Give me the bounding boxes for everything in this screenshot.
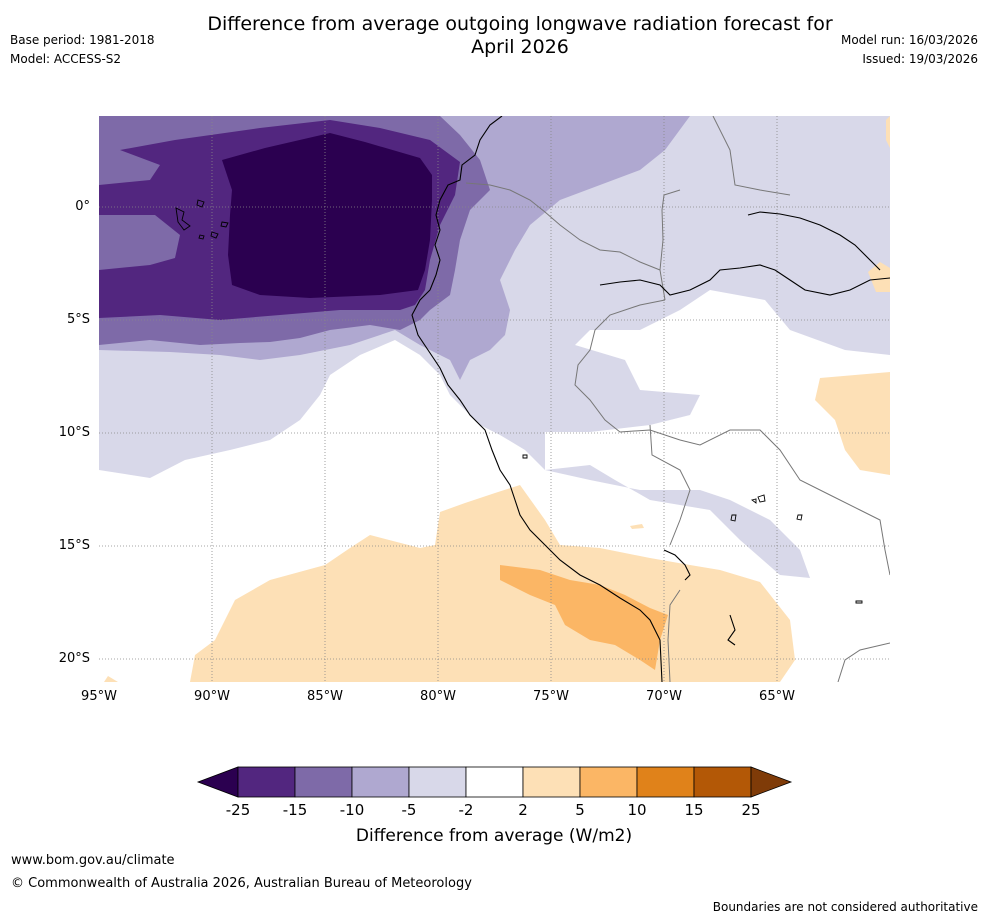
lon-label-75w: 75°W <box>533 689 569 704</box>
lon-label-70w: 70°W <box>646 689 682 704</box>
colorbar-swatch-p10-p15 <box>636 766 695 798</box>
colorbar-tick: 5 <box>575 801 585 819</box>
colorbar-tick: -10 <box>339 801 365 819</box>
map-title: Difference from average outgoing longwav… <box>120 13 920 59</box>
footer-url: www.bom.gov.au/climate <box>11 853 175 868</box>
model-name: Model: ACCESS-S2 <box>10 52 122 66</box>
colorbar-tick: -25 <box>225 801 251 819</box>
contour-p2-p5-ne2 <box>886 116 890 148</box>
graticule <box>99 116 890 682</box>
colorbar-label: Difference from average (W/m2) <box>355 826 633 846</box>
islands <box>175 199 863 604</box>
lat-label-20s: 20°S <box>58 651 90 666</box>
lon-label-80w: 80°W <box>420 689 456 704</box>
issued-date: Issued: 19/03/2026 <box>862 52 978 66</box>
colorbar-swatch-m2-p2 <box>465 766 524 798</box>
lat-label-15s: 15°S <box>58 538 90 553</box>
model-run: Model run: 16/03/2026 <box>840 33 978 47</box>
lat-label-0: 0° <box>75 199 90 214</box>
colorbar <box>196 766 793 798</box>
colorbar-swatch-p15-p25 <box>693 766 752 798</box>
colorbar-swatch-gt-p25 <box>750 766 793 798</box>
lon-label-90w: 90°W <box>194 689 230 704</box>
colorbar-tick: 2 <box>518 801 528 819</box>
colorbar-swatch-m15-m10 <box>294 766 353 798</box>
contour-p2-p5-ne <box>868 262 890 292</box>
lat-label-5s: 5°S <box>66 312 90 327</box>
colorbar-swatch-lt-m25 <box>196 766 239 798</box>
colorbar-tick: -15 <box>282 801 308 819</box>
colorbar-swatch-p2-p5 <box>522 766 581 798</box>
colorbar-swatch-m10-m5 <box>351 766 410 798</box>
base-period: Base period: 1981-2018 <box>10 33 155 47</box>
footer-copyright: © Commonwealth of Australia 2026, Austra… <box>11 876 472 891</box>
colorbar-swatch-m5-m2 <box>408 766 467 798</box>
footer-disclaimer: Boundaries are not considered authoritat… <box>712 900 978 914</box>
lat-label-10s: 10°S <box>58 425 90 440</box>
contour-p2-p5-sw <box>104 676 118 682</box>
colorbar-swatch-m25-m15 <box>237 766 296 798</box>
colorbar-tick: -2 <box>458 801 474 819</box>
contour-m5-m2-ne <box>700 116 890 175</box>
country-borders <box>465 116 890 682</box>
colorbar-tick: 10 <box>627 801 647 819</box>
lon-label-95w: 95°W <box>81 689 117 704</box>
title-line-1: Difference from average outgoing longwav… <box>207 13 833 35</box>
lon-label-85w: 85°W <box>307 689 343 704</box>
title-line-2: April 2026 <box>471 36 569 58</box>
colorbar-tick: 15 <box>684 801 704 819</box>
contour-lt-m25 <box>222 133 432 298</box>
contour-p5-p10-south <box>500 565 668 670</box>
contour-p2-p5-east <box>815 372 890 475</box>
coastline <box>411 116 890 682</box>
colorbar-tick: 25 <box>741 801 761 819</box>
contour-p2-p5-island <box>630 524 644 529</box>
colorbar-tick: -5 <box>401 801 417 819</box>
colorbar-swatch-p5-p10 <box>579 766 638 798</box>
lon-label-65w: 65°W <box>759 689 795 704</box>
